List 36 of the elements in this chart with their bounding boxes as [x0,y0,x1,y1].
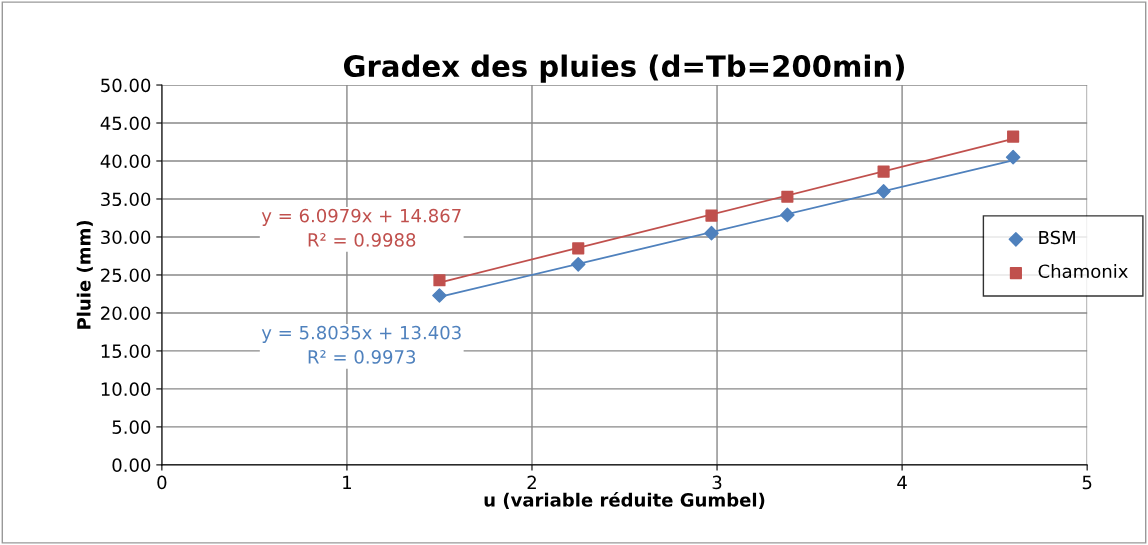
y-tick-label: 25.00 [101,268,151,283]
y-tick-label: 15.00 [101,344,151,359]
y-tick-label: 50.00 [101,78,151,93]
point [877,165,890,178]
point [781,190,794,203]
legend-label: Chamonix [1038,264,1128,279]
annotation: y = 5.8035x + 13.403 R² = 0.9973 [261,325,461,364]
point [432,288,447,303]
y-tick-label: 0.00 [112,458,151,472]
x-tick-label: 0 [157,475,167,490]
point [1007,130,1020,143]
x-tick-label: 4 [897,475,907,490]
x-axis-title: u (variable réduite Gumbel) [484,492,765,509]
y-tick-label: 10.00 [101,382,151,397]
point [704,225,719,241]
point [1005,149,1021,165]
y-tick-label: 45.00 [100,116,151,131]
y-tick-label: 30.00 [101,230,151,245]
x-tick-label: 1 [343,475,351,490]
y-tick-label: 40.00 [100,154,151,169]
point [433,274,446,287]
point [780,207,795,223]
point [705,209,718,222]
x-tick-label: 2 [527,475,536,490]
x-tick-label: 3 [712,475,722,490]
y-tick-label: 35.00 [101,192,151,207]
point [876,184,891,199]
annotation: y = 6.0979x + 14.867 R² = 0.9988 [261,208,461,247]
y-axis-title: Pluie (mm) [76,220,93,329]
point [572,242,585,255]
chart-title: Gradex des pluies (d=Tb=200min) [343,54,904,83]
y-tick-label: 5.00 [112,420,151,435]
y-tick-label: 20.00 [101,306,151,321]
point [570,257,586,272]
legend-label: BSM [1039,230,1075,245]
x-tick-label: 5 [1082,475,1092,490]
